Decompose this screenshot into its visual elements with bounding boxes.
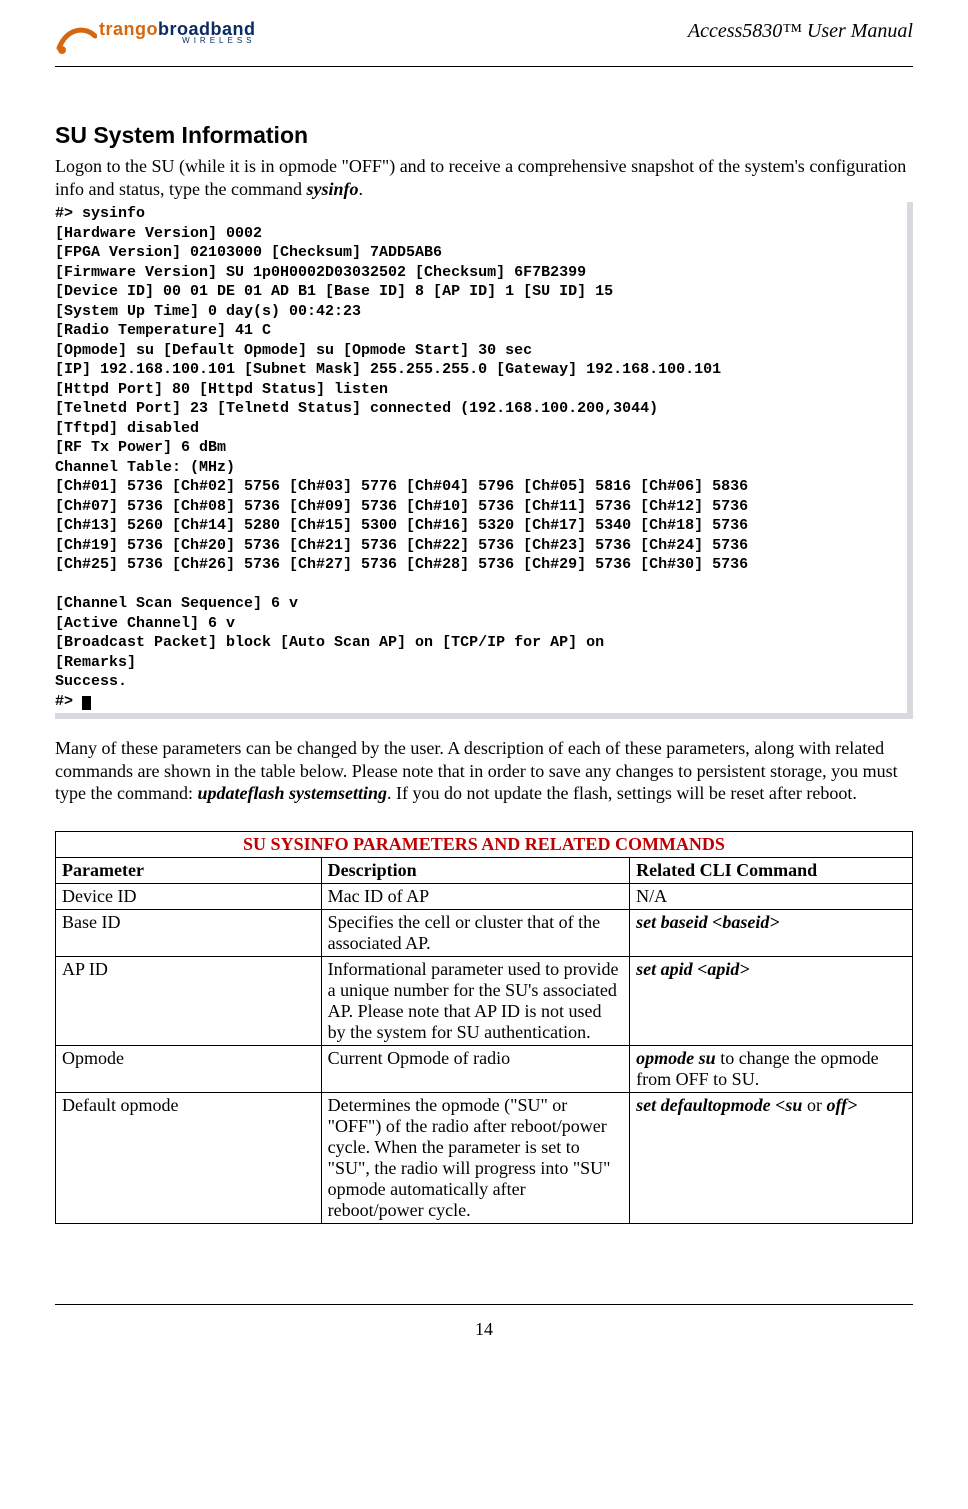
param-cell: Device ID	[56, 883, 322, 909]
parameters-table: SU SYSINFO PARAMETERS AND RELATED COMMAN…	[55, 831, 913, 1224]
section-heading: SU System Information	[55, 122, 913, 149]
terminal-cursor-icon	[82, 696, 91, 710]
logo-subtext: WIRELESS	[182, 36, 255, 45]
intro-paragraph: Logon to the SU (while it is in opmode "…	[55, 155, 913, 200]
logo-word-trango: trango	[99, 19, 158, 39]
command-cell: set apid <apid>	[630, 956, 913, 1045]
header-bar: trangobroadband WIRELESS Access5830™ Use…	[55, 20, 913, 67]
intro-text-b: .	[358, 179, 363, 199]
param-cell: Opmode	[56, 1045, 322, 1092]
table-row: OpmodeCurrent Opmode of radioopmode su t…	[56, 1045, 913, 1092]
table-column-header: Description	[321, 857, 630, 883]
footer-divider	[55, 1304, 913, 1305]
param-cell: Base ID	[56, 909, 322, 956]
intro-text-a: Logon to the SU (while it is in opmode "…	[55, 156, 906, 199]
desc-cell: Current Opmode of radio	[321, 1045, 630, 1092]
desc-cell: Informational parameter used to provide …	[321, 956, 630, 1045]
table-column-header: Parameter	[56, 857, 322, 883]
command-cell: N/A	[630, 883, 913, 909]
logo-text: trangobroadband WIRELESS	[99, 20, 256, 45]
table-row: Device IDMac ID of APN/A	[56, 883, 913, 909]
command-cell: opmode su to change the opmode from OFF …	[630, 1045, 913, 1092]
mid-command: updateflash systemsetting	[197, 783, 387, 803]
desc-cell: Mac ID of AP	[321, 883, 630, 909]
intro-command: sysinfo	[306, 179, 358, 199]
table-row: Default opmodeDetermines the opmode ("SU…	[56, 1092, 913, 1223]
table-row: Base IDSpecifies the cell or cluster tha…	[56, 909, 913, 956]
desc-cell: Specifies the cell or cluster that of th…	[321, 909, 630, 956]
document-title: Access5830™ User Manual	[688, 20, 913, 43]
table-title: SU SYSINFO PARAMETERS AND RELATED COMMAN…	[56, 831, 913, 857]
middle-paragraph: Many of these parameters can be changed …	[55, 737, 913, 805]
table-column-header: Related CLI Command	[630, 857, 913, 883]
terminal-output: #> sysinfo [Hardware Version] 0002 [FPGA…	[55, 202, 913, 719]
page-number: 14	[55, 1319, 913, 1340]
logo: trangobroadband WIRELESS	[55, 20, 256, 58]
command-cell: set baseid <baseid>	[630, 909, 913, 956]
logo-swoosh-icon	[55, 20, 97, 58]
command-cell: set defaultopmode <su or off>	[630, 1092, 913, 1223]
mid-text-b: . If you do not update the flash, settin…	[387, 783, 857, 803]
param-cell: AP ID	[56, 956, 322, 1045]
table-row: AP IDInformational parameter used to pro…	[56, 956, 913, 1045]
desc-cell: Determines the opmode ("SU" or "OFF") of…	[321, 1092, 630, 1223]
param-cell: Default opmode	[56, 1092, 322, 1223]
